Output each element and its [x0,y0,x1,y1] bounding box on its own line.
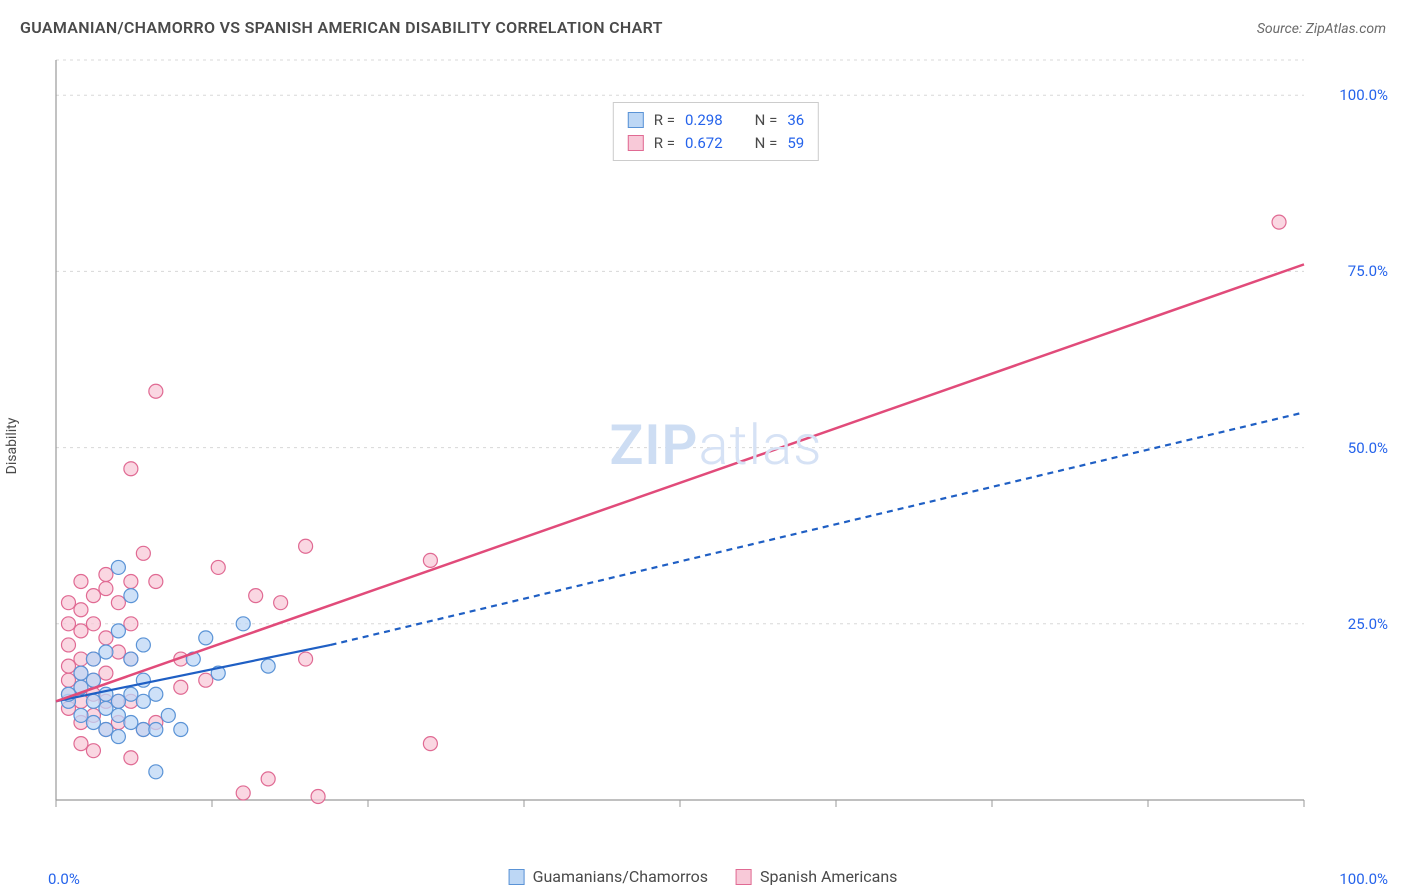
r-value: 0.672 [685,132,723,155]
stats-row-series-0: R = 0.298 N = 36 [628,109,804,132]
legend-swatch-series-0 [509,869,525,885]
y-tick-label: 25.0% [1348,615,1388,633]
x-axis-max-label: 100.0% [1339,870,1388,888]
n-value: 59 [787,132,804,155]
bottom-legend: Guamanians/Chamorros Spanish Americans [509,867,898,886]
n-value: 36 [787,109,804,132]
source-attribution: Source: ZipAtlas.com [1257,21,1386,37]
legend-label-series-1: Spanish Americans [760,867,897,886]
scatter-plot-svg [48,50,1384,840]
r-label: R = [654,109,675,132]
legend-item-series-1: Spanish Americans [736,867,897,886]
n-label: N = [755,132,778,155]
chart-title: GUAMANIAN/CHAMORRO VS SPANISH AMERICAN D… [20,18,663,37]
legend-swatch-series-1 [736,869,752,885]
r-value: 0.298 [685,109,723,132]
y-tick-label: 100.0% [1339,86,1388,104]
swatch-series-0 [628,112,644,128]
y-tick-label: 50.0% [1348,439,1388,457]
x-axis-min-label: 0.0% [48,870,80,888]
legend-label-series-0: Guamanians/Chamorros [533,867,708,886]
chart-plot-area: ZIPatlas R = 0.298 N = 36 R = 0.672 N = … [48,50,1384,840]
stats-row-series-1: R = 0.672 N = 59 [628,132,804,155]
y-axis-label: Disability [4,418,20,475]
y-tick-label: 75.0% [1348,262,1388,280]
r-label: R = [654,132,675,155]
swatch-series-1 [628,135,644,151]
stats-legend-box: R = 0.298 N = 36 R = 0.672 N = 59 [613,102,819,161]
chart-header: GUAMANIAN/CHAMORRO VS SPANISH AMERICAN D… [20,18,1386,37]
n-label: N = [755,109,778,132]
legend-item-series-0: Guamanians/Chamorros [509,867,708,886]
